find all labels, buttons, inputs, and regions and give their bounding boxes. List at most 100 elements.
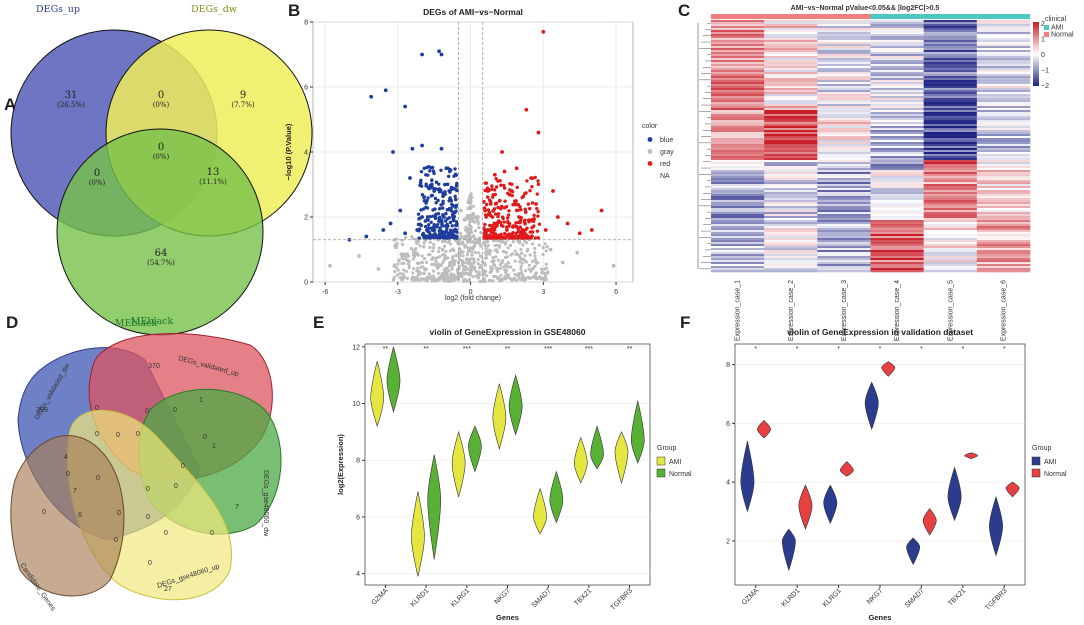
volcano-point-red-bg (508, 236, 512, 240)
heatmap-cell (976, 210, 1031, 213)
heatmap-cell (711, 170, 765, 173)
volcano-point-gray-bg (504, 262, 508, 267)
volcano-point-gray (495, 267, 500, 271)
volcano-point-blue-bg (447, 216, 451, 220)
legend-label-ami: AMI (1044, 459, 1057, 466)
volcano-point-gray (519, 257, 524, 262)
heatmap-cell (976, 122, 1031, 125)
heatmap-cell (923, 46, 978, 49)
volcano-point-gray-bg (430, 257, 434, 261)
heatmap-cell (711, 246, 765, 249)
heatmap-cell (870, 32, 924, 35)
volcano-point-gray-bg (519, 247, 523, 252)
volcano-point-red-bg (486, 208, 491, 212)
heatmap-cell (817, 204, 871, 207)
heatmap-cell (976, 140, 1031, 143)
heatmap-cell (923, 110, 978, 113)
heatmap-cell (711, 138, 765, 141)
heatmap-cell (923, 176, 978, 179)
heatmap-cell (764, 68, 818, 71)
volcano-point-red-bg (499, 183, 503, 187)
heatmap-cell (870, 240, 924, 243)
volcano-point-red (500, 150, 504, 154)
volcano-point-gray-bg (520, 270, 524, 275)
heatmap-cell (976, 204, 1031, 207)
heatmap-cell (764, 154, 818, 157)
heatmap-cell (923, 144, 978, 147)
heatmap-cell (923, 238, 978, 241)
heatmap-cell (817, 36, 871, 39)
panel-label-e: E (313, 313, 324, 332)
volcano-point-gray-bg (482, 271, 487, 275)
volcano-point-blue-bg (431, 214, 436, 218)
volcano-point-gray-bg (464, 271, 468, 276)
heatmap-cell (711, 24, 765, 27)
significance-mark: ** (627, 346, 633, 353)
volcano-point-red-bg (510, 182, 514, 187)
heatmap-cell (870, 140, 924, 143)
heatmap-cell (923, 258, 978, 261)
heatmap-cell (817, 226, 871, 229)
x-tick-label: NKG7 (493, 587, 512, 606)
heatmap-cell (870, 238, 924, 241)
heatmap-cell (817, 112, 871, 115)
heatmap-cell (817, 146, 871, 149)
volcano-point-red (502, 169, 507, 174)
venn6-count: 0 (146, 486, 150, 493)
venn6-count: 7 (235, 504, 239, 511)
heatmap-cell (711, 108, 765, 111)
heatmap-cell (817, 184, 871, 187)
heatmap-cell (764, 262, 818, 265)
violin-ami-klrg1 (451, 430, 466, 498)
heatmap-cell (764, 170, 818, 173)
heatmap-cell (764, 216, 818, 219)
heatmap-cell (817, 218, 871, 221)
heatmap-cell (711, 66, 765, 69)
volcano-point-gray-bg (473, 250, 478, 254)
volcano-point-blue-bg (422, 235, 427, 240)
volcano-point-gray-bg (434, 259, 438, 263)
heatmap-cell (923, 40, 978, 43)
heatmap-cell (711, 114, 765, 117)
panel-b: B -6 -3 0 3 6 0 2 4 6 8 DEGs of AMI−vs−Normal log2 (… (284, 1, 674, 302)
heatmap-cell (764, 76, 818, 79)
volcano-point-red-bg (487, 210, 492, 215)
heatmap-cell (923, 72, 978, 75)
volcano-point-red-bg (496, 214, 500, 219)
heatmap-cell (817, 32, 871, 35)
volcano-point-blue-bg (443, 219, 448, 223)
volcano-point-gray-bg (519, 267, 523, 271)
venn-count-up_me: 0 (94, 168, 100, 179)
venn6-count: 0 (116, 432, 120, 439)
y-tick-label: 4 (726, 480, 730, 487)
heatmap-cell (976, 268, 1031, 271)
violin-normal-smad7 (922, 508, 937, 536)
heatmap-cell (711, 262, 765, 265)
venn6-count: 370 (148, 363, 160, 370)
volcano-point-blue-bg (455, 181, 459, 186)
volcano-point-blue (403, 231, 408, 236)
heatmap-cell (870, 34, 924, 37)
heatmap-cell (923, 58, 978, 61)
heatmap-cell (870, 248, 924, 251)
venn6-count: 7 (73, 488, 77, 495)
heatmap-cell (976, 54, 1031, 57)
venn-pct-up_me: (0%) (89, 179, 106, 187)
volcano-point-gray-bg (545, 245, 549, 249)
volcano-point-gray-bg (502, 249, 506, 253)
heatmap-cell (764, 20, 818, 23)
volcano-point-blue-bg (448, 196, 452, 200)
heatmap-cell (923, 96, 978, 99)
volcano-point-gray-bg (411, 253, 416, 257)
heatmap-cell (764, 198, 818, 201)
heatmap-cell (764, 196, 818, 199)
heatmap-cell (870, 172, 924, 175)
heatmap-cell (817, 216, 871, 219)
heatmap-cell (817, 38, 871, 41)
heatmap-cell (711, 102, 765, 105)
volcano-point-blue (388, 221, 393, 226)
volcano-point-blue (449, 198, 454, 203)
heatmap-cell (870, 42, 924, 45)
heatmap-cell (764, 30, 818, 33)
volcano-point-gray-bg (428, 276, 432, 280)
